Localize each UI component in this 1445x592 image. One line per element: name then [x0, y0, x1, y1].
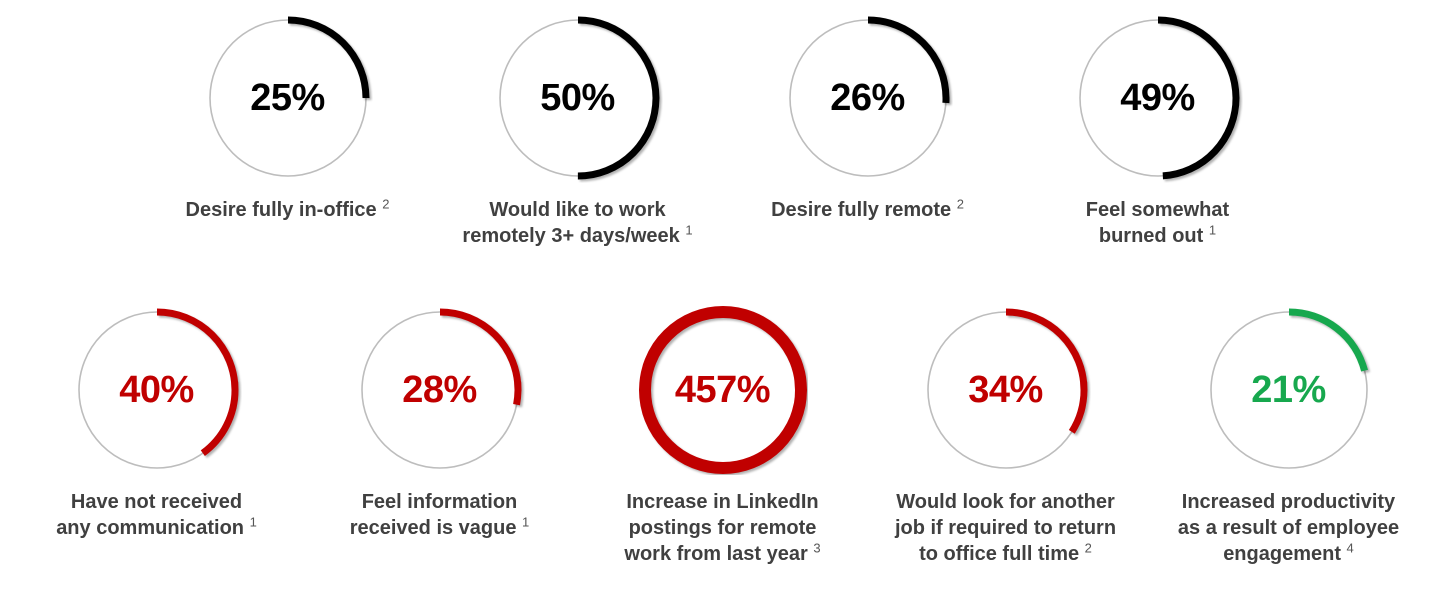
stat-card: 21% Increased productivity as a result of…: [1147, 305, 1430, 567]
donut-chart: [1207, 308, 1370, 472]
stat-superscript: 3: [813, 540, 821, 556]
stat-card: 457% Increase in LinkedIn postings for re…: [581, 305, 864, 567]
donut-gauge: 26%: [783, 13, 953, 183]
donut-chart: [786, 16, 949, 180]
stat-value: 49%: [1120, 76, 1195, 119]
stat-label: Have not received any communication 1: [56, 491, 257, 539]
donut-arc: [638, 306, 807, 474]
stat-label: Feel somewhat burned out 1: [1085, 199, 1230, 247]
stat-value: 26%: [830, 76, 905, 119]
stat-value: 28%: [402, 368, 477, 411]
stats-row-1: 25% Desire fully in-office 2 50% Would l…: [0, 0, 1445, 249]
donut-gauge: 457%: [638, 305, 808, 475]
donut-chart: [924, 308, 1087, 472]
stats-row-2: 40% Have not received any communication 1…: [0, 305, 1445, 567]
donut-gauge: 50%: [493, 13, 663, 183]
stat-superscript: 1: [685, 222, 693, 238]
donut-gauge: 49%: [1073, 13, 1243, 183]
donut-gauge: 34%: [921, 305, 1091, 475]
stat-value: 457%: [674, 368, 771, 411]
donut-arc: [496, 16, 659, 180]
donut-chart: [638, 306, 807, 474]
stat-value: 25%: [250, 76, 325, 119]
donut-chart: [358, 308, 521, 472]
stat-superscript: 4: [1346, 540, 1354, 556]
stat-card: 26% Desire fully remote 2: [723, 13, 1013, 249]
stat-label: Would look for another job if required to…: [894, 491, 1117, 565]
stat-card: 50% Would like to work remotely 3+ days/w…: [433, 13, 723, 249]
stat-label: Increased productivity as a result of emp…: [1177, 491, 1400, 565]
donut-chart: [1076, 16, 1239, 180]
donut-arc: [1207, 308, 1370, 472]
stat-superscript: 1: [522, 514, 530, 530]
stat-label: Desire fully in-office 2: [185, 196, 390, 221]
stat-superscript: 1: [249, 514, 257, 530]
donut-arc: [786, 16, 949, 180]
stat-superscript: 2: [382, 196, 390, 212]
donut-chart: [496, 16, 659, 180]
stat-card: 49% Feel somewhat burned out 1: [1013, 13, 1303, 249]
stat-label: Would like to work remotely 3+ days/week …: [462, 199, 693, 247]
donut-chart: [206, 16, 369, 180]
stat-card: 34% Would look for another job if require…: [864, 305, 1147, 567]
stat-card: 25% Desire fully in-office 2: [143, 13, 433, 249]
donut-gauge: 21%: [1204, 305, 1374, 475]
stat-card: 28% Feel information received is vague 1: [298, 305, 581, 541]
donut-gauge: 40%: [72, 305, 242, 475]
donut-gauge: 25%: [203, 13, 373, 183]
stat-label: Desire fully remote 2: [771, 196, 964, 221]
donut-chart: [75, 308, 238, 472]
stat-label: Increase in LinkedIn postings for remote w…: [624, 491, 821, 565]
stat-value: 21%: [1251, 368, 1326, 411]
stat-value: 40%: [119, 368, 194, 411]
stat-card: 40% Have not received any communication 1: [15, 305, 298, 541]
stat-value: 50%: [540, 76, 615, 119]
stat-label: Feel information received is vague 1: [349, 491, 530, 539]
stat-superscript: 2: [1084, 540, 1092, 556]
donut-arc: [924, 308, 1087, 472]
donut-gauge: 28%: [355, 305, 525, 475]
stat-value: 34%: [968, 368, 1043, 411]
stat-superscript: 2: [956, 196, 964, 212]
donut-arc: [75, 308, 238, 472]
donut-arc: [358, 308, 521, 472]
donut-arc: [1076, 16, 1239, 180]
donut-arc: [206, 16, 369, 180]
stat-superscript: 1: [1208, 222, 1217, 238]
